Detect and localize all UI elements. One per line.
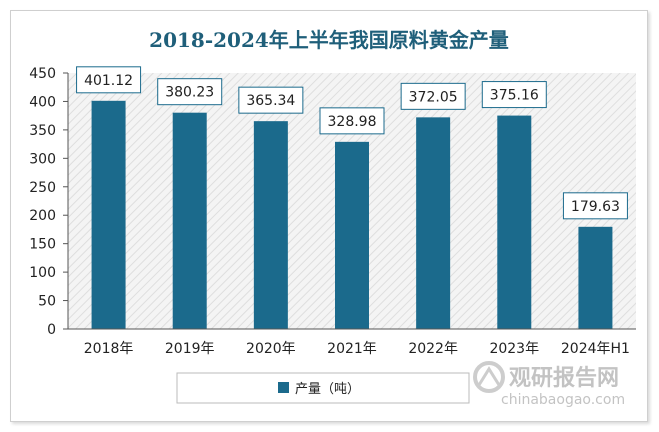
x-tick-label: 2023年 [489, 341, 539, 357]
bar [416, 117, 451, 330]
y-tick-label: 50 [38, 294, 56, 310]
y-tick-label: 100 [29, 265, 56, 281]
watermark-logo-icon [473, 361, 505, 393]
y-tick-label: 300 [29, 151, 56, 167]
legend-box [176, 372, 470, 404]
data-label-box [562, 192, 628, 220]
bar [91, 100, 126, 330]
watermark-name: 观研报告网 [509, 366, 619, 391]
data-label: 179.63 [571, 199, 620, 215]
bar [253, 121, 288, 329]
watermark: 观研报告网 chinabaogao.com [473, 361, 625, 408]
data-label: 328.98 [328, 114, 377, 130]
legend-swatch [278, 382, 289, 393]
legend-label: 产量（吨） [295, 382, 360, 397]
data-label-box [238, 86, 304, 114]
watermark-url: chinabaogao.com [501, 392, 625, 408]
data-label: 365.34 [246, 93, 295, 109]
bars-group: 401.12 380.23 365.34 328.98 372.05 375.16 179.… [76, 66, 628, 330]
legend: 产量（吨） [176, 372, 470, 404]
y-tick-label: 250 [29, 180, 56, 196]
data-label: 372.05 [409, 89, 458, 105]
data-label-box [76, 66, 142, 94]
y-tick-label: 0 [47, 322, 56, 338]
bar [578, 226, 613, 329]
chart-title: 2018-2024年上半年我国原料黄金产量 [149, 28, 509, 52]
x-tick-label: 2024年H1 [561, 341, 630, 357]
data-label-box [157, 78, 223, 106]
x-tick-label: 2022年 [408, 341, 458, 357]
data-label: 380.23 [165, 85, 214, 101]
bar [497, 115, 532, 329]
x-tick-label: 2021年 [327, 341, 377, 357]
y-tick-label: 200 [29, 208, 56, 224]
y-tick-label: 150 [29, 237, 56, 253]
data-label-box [481, 81, 547, 109]
y-axis: 0 50 100 150 200 250 300 350 400 450 [29, 66, 69, 338]
y-tick-label: 400 [29, 94, 56, 110]
data-label-box [319, 107, 385, 135]
x-tick-label: 2019年 [165, 341, 215, 357]
x-tick-label: 2018年 [84, 341, 134, 357]
data-label-box [400, 82, 466, 110]
data-label: 401.12 [84, 73, 133, 89]
data-label: 375.16 [490, 88, 539, 104]
y-tick-label: 450 [29, 66, 56, 82]
bar [172, 112, 207, 329]
y-tick-label: 350 [29, 123, 56, 139]
bar [335, 141, 369, 329]
x-axis: 2018年 2019年 2020年 2021年 2022年 2023年 2024年H1 [68, 328, 636, 357]
x-tick-label: 2020年 [246, 341, 296, 357]
chart-frame: 2018-2024年上半年我国原料黄金产量 0 50 100 150 200 250 300… [10, 10, 648, 422]
chart-svg: 2018-2024年上半年我国原料黄金产量 0 50 100 150 200 250 300… [29, 28, 636, 408]
